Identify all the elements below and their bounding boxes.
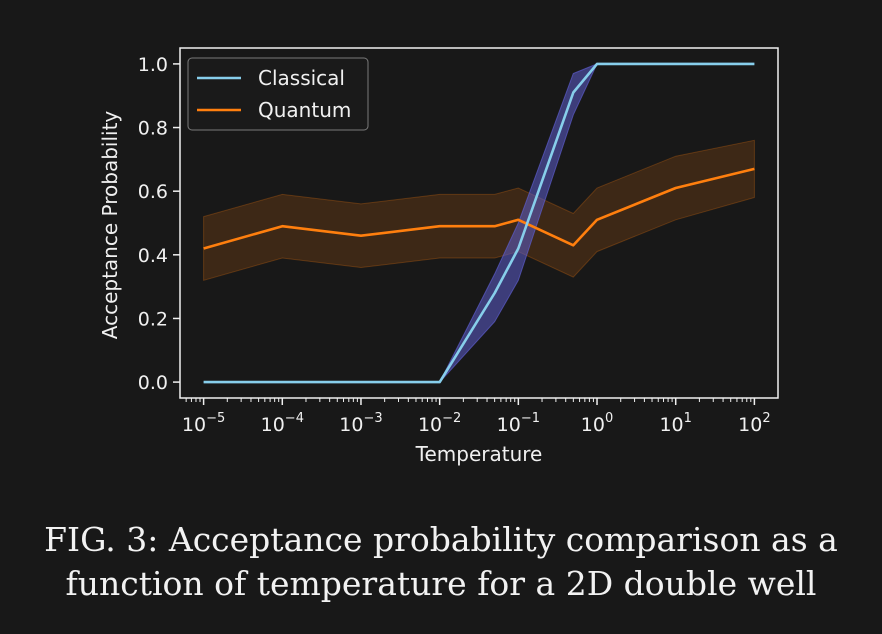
x-tick-label: 100 <box>581 411 613 436</box>
legend-box <box>187 57 369 131</box>
y-tick-label: 0.8 <box>138 118 168 140</box>
x-tick-label: 10−1 <box>497 411 540 436</box>
series-lines <box>203 62 755 384</box>
y-tick-label: 0.4 <box>138 245 168 267</box>
x-tick-label: 102 <box>738 411 770 436</box>
y-tick-label: 0.2 <box>138 308 168 330</box>
y-tick-label: 0.6 <box>138 181 168 203</box>
x-axis-title: Temperature <box>415 442 543 466</box>
line-classical <box>203 62 755 384</box>
x-tick-label: 101 <box>659 411 691 436</box>
legend-label-classical: Classical <box>258 66 345 90</box>
legend: Classical Quantum <box>187 57 369 131</box>
legend-label-quantum: Quantum <box>258 98 351 122</box>
x-tick-label: 10−2 <box>418 411 461 436</box>
chart: 0.00.20.40.60.81.0 10−5 10−4 10−3 10−2 10−1 1… <box>98 47 779 466</box>
y-tick-label: 0.0 <box>138 372 168 394</box>
y-axis: 0.0 0.2 0.4 0.6 0.8 1.0 <box>138 54 180 394</box>
line-quantum <box>203 167 755 250</box>
y-tick-label: 1.0 <box>138 54 168 76</box>
x-tick-label: 10−4 <box>261 411 304 436</box>
x-axis: 10−5 10−4 10−3 10−2 10−1 100 101 102 <box>182 398 771 436</box>
y-axis-title: Acceptance Probability <box>98 111 122 340</box>
plot-frame <box>179 47 779 399</box>
figure-caption: FIG. 3: Acceptance probability compariso… <box>0 518 882 606</box>
caption-line-1: FIG. 3: Acceptance probability compariso… <box>44 520 838 559</box>
caption-line-2: function of temperature for a 2D double … <box>65 564 817 603</box>
x-tick-label: 10−3 <box>339 411 382 436</box>
band-quantum <box>203 139 755 281</box>
x-tick-label: 10−5 <box>182 411 225 436</box>
